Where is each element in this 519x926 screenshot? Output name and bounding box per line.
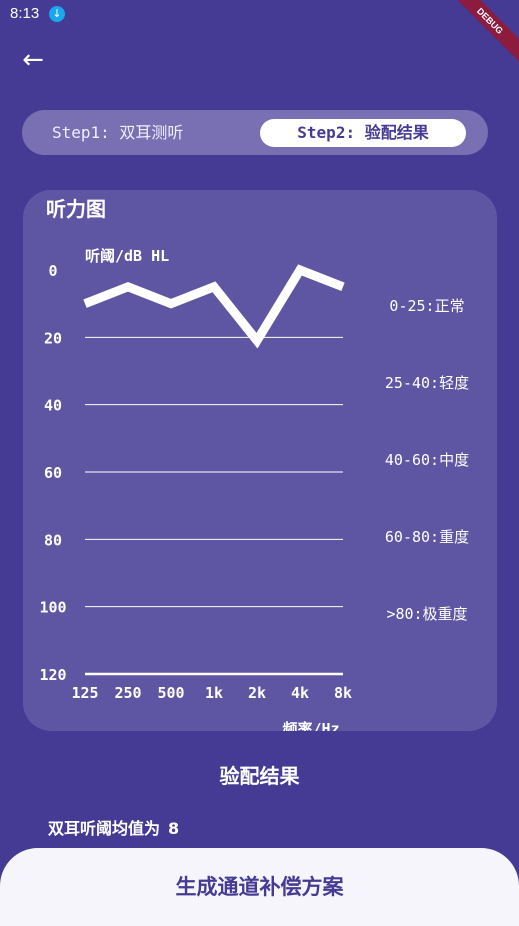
y-tick-label: 60 [44,464,62,482]
status-bar: 8:13 ↓ [0,0,519,30]
download-icon: ↓ [49,6,65,22]
arrow-left-icon: ← [22,45,44,75]
hearing-threshold-line [85,270,343,341]
status-time: 8:13 [10,5,39,22]
result-title: 验配结果 [0,760,519,789]
back-button[interactable]: ← [18,45,48,75]
severity-label: 25-40:轻度 [385,374,469,392]
y-tick-label: 40 [44,397,62,415]
audiogram-card: 听力图听阈/dB HL 0 20 40 60 80 100 120 125 250 500 1k 2k 4… [23,190,497,731]
x-tick-label: 125 [71,684,98,702]
x-tick-label: 250 [114,684,141,702]
generate-plan-button[interactable]: 生成通道补偿方案 [0,848,519,926]
severity-label: 40-60:中度 [385,451,469,469]
step-segmented-control: Step1: 双耳测听 Step2: 验配结果 [22,110,488,155]
y-tick-label: 0 [48,262,57,280]
y-tick-label: 120 [39,666,66,684]
average-threshold: 双耳听阈均值为 8 [48,815,187,839]
x-tick-label: 500 [157,684,184,702]
average-value: 8 [168,819,179,838]
y-tick-label: 20 [44,329,62,347]
chart-title: 听力图 [46,197,106,221]
chart-ylabel: 听阈/dB HL [85,247,169,265]
severity-label: >80:极重度 [386,605,467,623]
severity-label: 60-80:重度 [385,528,469,546]
severity-label: 0-25:正常 [389,297,464,315]
y-tick-label: 80 [44,531,62,549]
y-tick-label: 100 [39,599,66,617]
chart-xlabel: 频率/Hz [282,720,339,731]
x-tick-label: 2k [248,684,266,702]
tab-step1[interactable]: Step1: 双耳测听 [52,119,183,147]
x-tick-label: 4k [291,684,309,702]
tab-step2[interactable]: Step2: 验配结果 [260,119,466,147]
x-tick-label: 8k [334,684,352,702]
x-tick-label: 1k [205,684,223,702]
average-label: 双耳听阈均值为 [48,819,160,838]
